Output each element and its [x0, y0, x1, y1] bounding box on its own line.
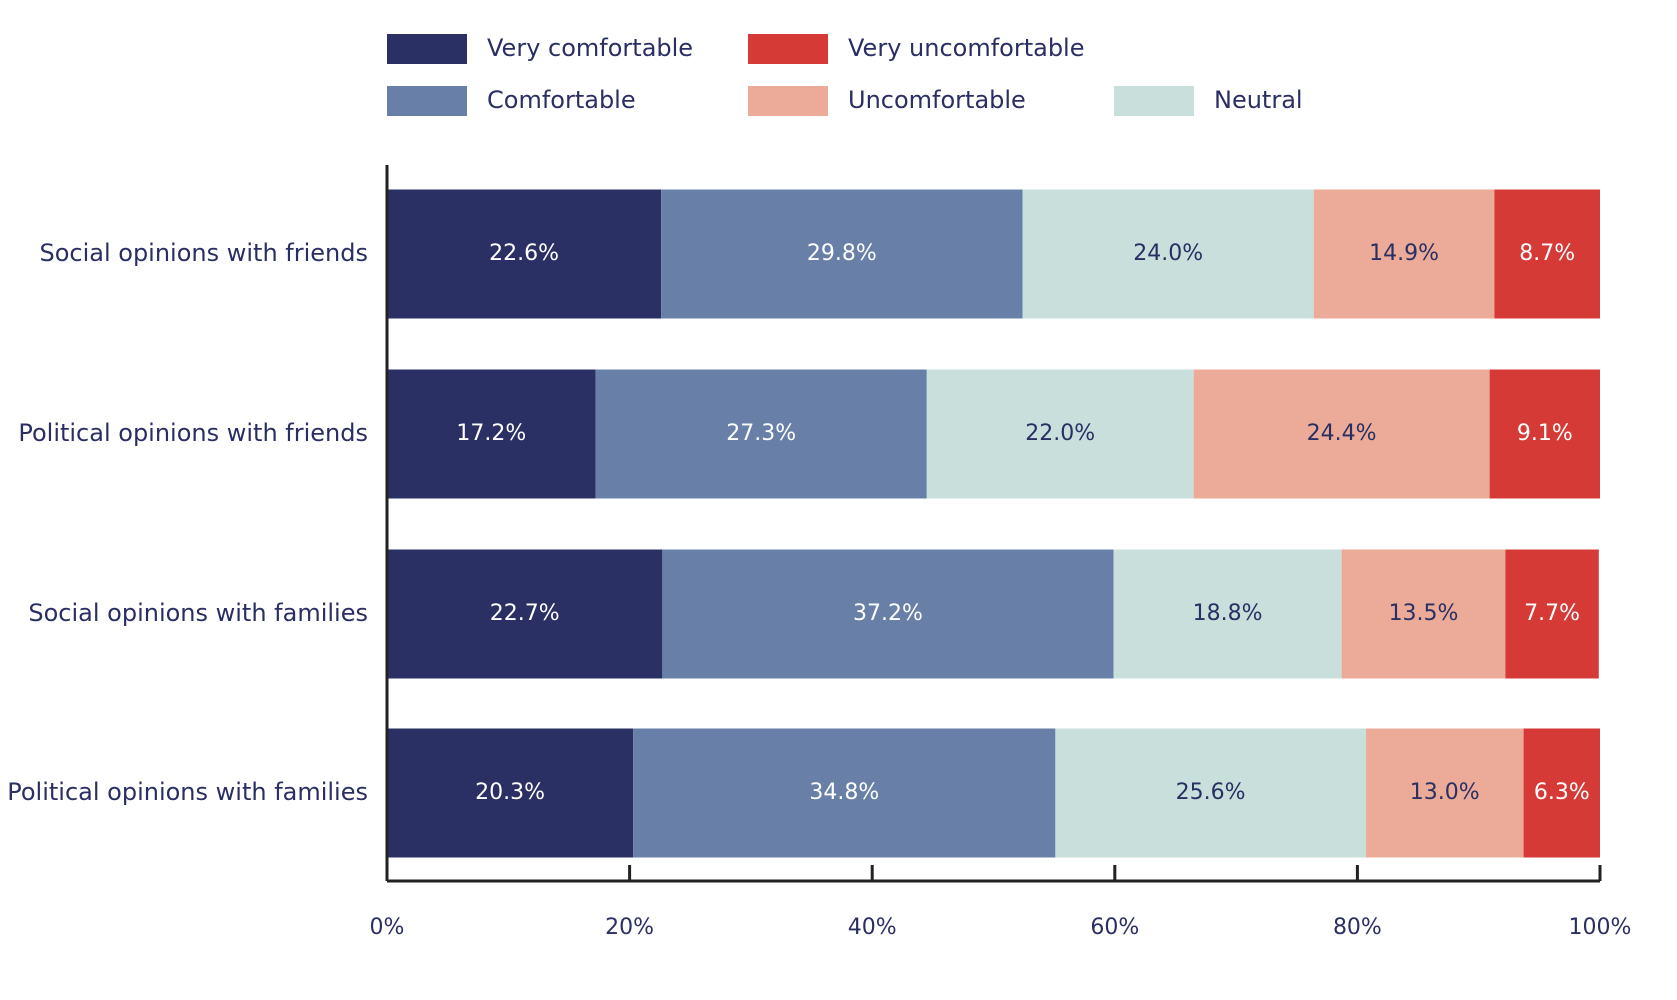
bar-segment	[633, 728, 1056, 858]
legend-swatch	[387, 34, 467, 64]
bar-segment	[1055, 728, 1366, 858]
bar-segment	[661, 189, 1023, 319]
bar-segment	[1494, 189, 1600, 319]
value-label: 37.2%	[853, 601, 923, 626]
bar-segment	[1193, 369, 1490, 499]
value-label: 25.6%	[1176, 780, 1246, 805]
x-tick-label: 40%	[848, 915, 897, 940]
bar-segment	[1113, 549, 1342, 679]
value-label: 17.2%	[456, 421, 526, 446]
legend-label: Neutral	[1214, 86, 1303, 114]
x-tick-label: 20%	[605, 915, 654, 940]
value-label: 22.6%	[489, 241, 559, 266]
bar-segment	[1489, 369, 1600, 499]
category-label: Social opinions with families	[28, 599, 368, 627]
legend-label: Comfortable	[487, 86, 636, 114]
value-label: 27.3%	[726, 421, 796, 446]
legend-swatch	[387, 86, 467, 116]
legend-label: Very uncomfortable	[848, 34, 1084, 62]
legend-swatch	[748, 34, 828, 64]
value-label: 13.0%	[1410, 780, 1480, 805]
value-label: 20.3%	[475, 780, 545, 805]
bar-segment	[1313, 189, 1495, 319]
bar-segment	[662, 549, 1114, 679]
value-label: 24.4%	[1307, 421, 1377, 446]
bar-segment	[926, 369, 1194, 499]
legend-label: Uncomfortable	[848, 86, 1026, 114]
bar-segment	[387, 369, 596, 499]
value-label: 9.1%	[1517, 421, 1573, 446]
x-tick-label: 100%	[1569, 915, 1632, 940]
value-label: 34.8%	[809, 780, 879, 805]
bar-segment	[387, 549, 663, 679]
legend-swatch	[1114, 86, 1194, 116]
x-tick-label: 0%	[370, 915, 405, 940]
category-label: Political opinions with families	[7, 778, 368, 806]
x-tick-label: 80%	[1333, 915, 1382, 940]
value-label: 22.7%	[490, 601, 560, 626]
bar-segment	[387, 189, 662, 319]
legend-swatch	[748, 86, 828, 116]
bar-segment	[1523, 728, 1600, 858]
x-tick-label: 60%	[1090, 915, 1139, 940]
value-label: 13.5%	[1389, 601, 1459, 626]
bar-segment	[1365, 728, 1524, 858]
bar-segment	[387, 728, 634, 858]
value-label: 22.0%	[1025, 421, 1095, 446]
category-label: Political opinions with friends	[18, 419, 368, 447]
value-label: 6.3%	[1534, 780, 1590, 805]
value-label: 14.9%	[1369, 241, 1439, 266]
bar-segment	[1505, 549, 1599, 679]
value-label: 8.7%	[1519, 241, 1575, 266]
category-label: Social opinions with friends	[39, 239, 368, 267]
value-label: 24.0%	[1133, 241, 1203, 266]
legend-label: Very comfortable	[487, 34, 693, 62]
value-label: 7.7%	[1524, 601, 1580, 626]
value-label: 29.8%	[807, 241, 877, 266]
bar-segment	[595, 369, 927, 499]
bar-segment	[1022, 189, 1314, 319]
value-label: 18.8%	[1193, 601, 1263, 626]
bar-segment	[1341, 549, 1506, 679]
